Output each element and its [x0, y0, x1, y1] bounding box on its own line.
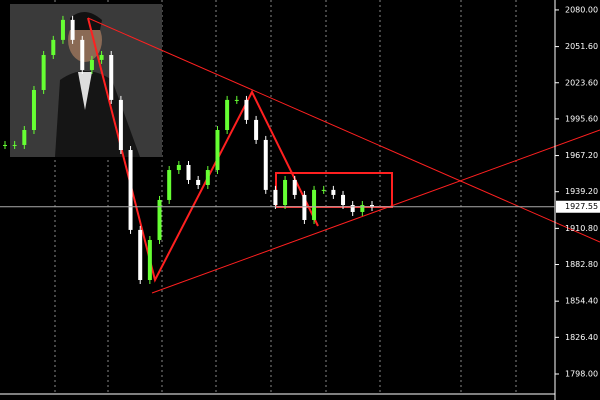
candle-body [205, 170, 210, 185]
candle-body [128, 150, 133, 230]
candle-body [60, 19, 65, 40]
y-tick-label: 1854.40 [565, 297, 598, 306]
candle-body [167, 170, 172, 200]
candle-body [370, 205, 374, 207]
candle-body [70, 19, 75, 40]
y-tick-label: 2051.60 [565, 42, 598, 51]
candle-body [302, 194, 307, 220]
candle-body [331, 189, 336, 195]
candle-body [225, 99, 230, 130]
candle-body [80, 39, 85, 70]
candle-body [283, 179, 288, 206]
candle-body [147, 239, 152, 281]
candle-body [41, 54, 46, 90]
candle-body [321, 189, 326, 191]
candle-body [196, 179, 201, 185]
y-tick-label: 1967.20 [565, 151, 598, 160]
candle-body [273, 189, 278, 206]
current-price-box [556, 200, 600, 213]
candle-body [234, 99, 239, 101]
candle-body [263, 139, 268, 190]
y-tick-label: 2023.60 [565, 78, 598, 87]
candle-body [360, 205, 365, 212]
y-tick-label: 1798.00 [565, 369, 598, 378]
y-tick-label: 1826.40 [565, 333, 598, 342]
candle-body [89, 59, 94, 70]
candle-body [244, 99, 249, 120]
candle-body [99, 54, 104, 60]
y-tick-label: 1995.60 [565, 114, 598, 123]
candle-body [176, 164, 181, 171]
y-tick-label: 1939.20 [565, 187, 598, 196]
photo [10, 4, 162, 157]
candle-body [3, 144, 7, 146]
candle-body [350, 205, 355, 212]
candle-body [157, 199, 162, 240]
candle-body [312, 189, 317, 220]
current-price-label: 1927.55 [565, 202, 598, 211]
candle-body [254, 119, 259, 140]
y-tick-label: 1910.80 [565, 224, 598, 233]
candle-body [292, 179, 297, 195]
candle-body [138, 229, 143, 281]
candle-body [31, 89, 36, 130]
candle-body [118, 99, 123, 151]
y-tick-label: 1882.80 [565, 260, 598, 269]
candle-body [12, 144, 17, 146]
candle-body [51, 39, 56, 55]
candle-body [215, 129, 220, 171]
candle-body [341, 194, 346, 206]
candle-body [186, 164, 191, 180]
candle-body [109, 54, 114, 100]
candle-body [22, 129, 27, 145]
y-tick-label: 2080.00 [565, 5, 598, 14]
